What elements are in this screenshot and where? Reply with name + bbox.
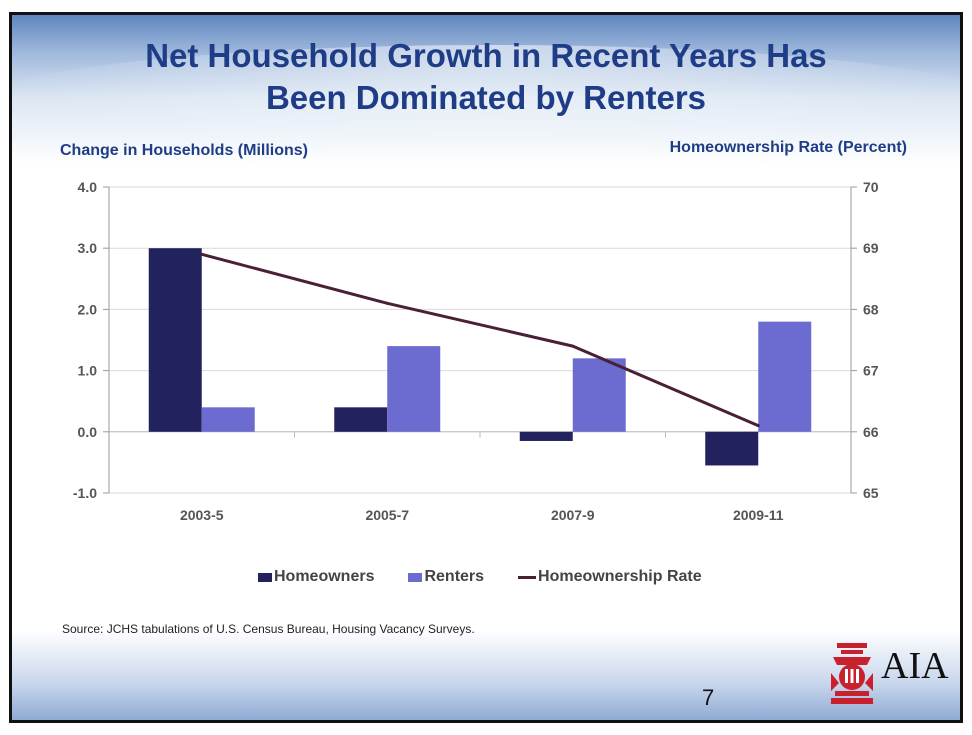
legend-item-rate: Homeownership Rate xyxy=(518,568,702,586)
homeowners-bar xyxy=(705,431,759,466)
header-band xyxy=(12,15,960,165)
homeowners-bar xyxy=(334,407,388,432)
legend-label-renters: Renters xyxy=(424,568,485,585)
slide: Net Household Growth in Recent Years Has… xyxy=(9,12,963,723)
right-tick-label: 67 xyxy=(863,363,879,379)
homeowners-swatch xyxy=(258,572,272,582)
right-tick-label: 70 xyxy=(863,179,879,195)
homeowners-bar xyxy=(519,431,573,441)
left-tick-label: 0.0 xyxy=(78,424,98,440)
right-tick-label: 68 xyxy=(863,301,879,317)
aia-seal-icon xyxy=(831,643,873,704)
left-axis-title: Change in Households (Millions) xyxy=(60,142,308,159)
homeownership-rate-point xyxy=(756,424,760,428)
right-tick-label: 69 xyxy=(863,240,879,256)
legend-label-rate: Homeownership Rate xyxy=(538,568,702,585)
left-tick-label: 3.0 xyxy=(78,240,98,256)
renters-bar xyxy=(758,321,812,432)
left-tick-label: 2.0 xyxy=(78,301,98,317)
right-axis-title: Homeownership Rate (Percent) xyxy=(669,139,907,156)
footer-band xyxy=(12,630,960,720)
category-label: 2007-9 xyxy=(551,507,595,523)
aia-logo-text: AIA xyxy=(881,645,949,687)
homeownership-rate-point xyxy=(385,301,389,305)
aia-logo: AIA xyxy=(827,643,949,705)
source-note: Source: JCHS tabulations of U.S. Census … xyxy=(62,622,475,636)
homeowners-bar xyxy=(148,248,202,432)
homeownership-rate-line xyxy=(201,252,759,428)
legend-item-homeowners: Homeowners xyxy=(258,568,374,586)
chart: -1.0 0.0 1.0 2.0 3.0 4.0 65 66 67 68 69 70 2003-5 200… xyxy=(73,179,879,523)
category-label: 2003-5 xyxy=(180,507,224,523)
left-tick-label: 4.0 xyxy=(78,179,98,195)
legend-item-renters: Renters xyxy=(408,568,484,586)
renters-bar xyxy=(201,407,255,432)
category-label: 2009-11 xyxy=(733,507,784,523)
page-number: 7 xyxy=(702,685,715,710)
title-line-1: Net Household Growth in Recent Years Has xyxy=(145,37,827,74)
legend: Homeowners Renters Homeownership Rate xyxy=(258,566,702,588)
renters-bar xyxy=(572,358,626,432)
right-tick-label: 66 xyxy=(863,424,879,440)
slide-title: Net Household Growth in Recent Years Has… xyxy=(12,35,960,119)
legend-label-homeowners: Homeowners xyxy=(274,568,375,585)
right-tick-label: 65 xyxy=(863,485,879,501)
rate-swatch xyxy=(518,575,537,579)
left-tick-label: -1.0 xyxy=(73,485,97,501)
title-line-2: Been Dominated by Renters xyxy=(265,79,707,116)
renters-swatch xyxy=(408,572,423,582)
renters-bar xyxy=(387,346,441,432)
homeownership-rate-point xyxy=(200,252,204,256)
homeownership-rate-point xyxy=(571,344,575,348)
category-label: 2005-7 xyxy=(365,507,409,523)
left-tick-label: 1.0 xyxy=(78,363,98,379)
